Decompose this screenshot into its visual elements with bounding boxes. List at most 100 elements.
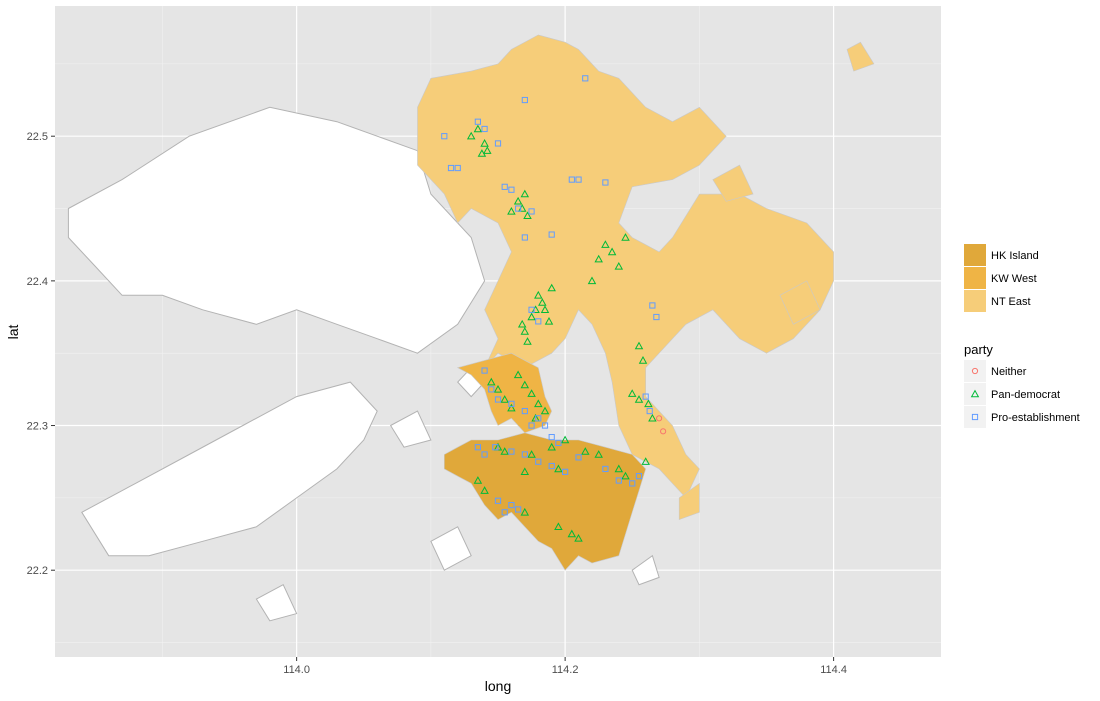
point-pro-establishment <box>501 509 508 516</box>
point-pan-democrat <box>634 341 644 350</box>
point-pan-democrat <box>493 384 503 393</box>
point-pro-establishment <box>521 407 528 415</box>
point-pro-establishment <box>555 439 562 446</box>
point-pan-democrat <box>477 149 487 157</box>
point-pro-establishment <box>508 502 515 509</box>
point-pro-establishment <box>441 133 448 140</box>
background-land-shape <box>389 410 432 448</box>
point-pro-establishment <box>508 400 515 407</box>
point-pan-democrat <box>607 247 617 256</box>
region-nt-east <box>779 280 821 325</box>
point-pro-establishment <box>535 415 542 422</box>
point-pro-establishment <box>521 451 528 458</box>
x-tick-label: 114.2 <box>552 664 579 676</box>
point-pro-establishment <box>481 125 488 133</box>
point-pan-democrat <box>500 395 509 403</box>
background-land-shape <box>430 526 472 571</box>
point-pan-democrat <box>507 206 516 215</box>
point-pan-democrat <box>567 529 577 538</box>
background-land-shape <box>67 106 486 354</box>
point-pan-democrat <box>483 146 492 154</box>
point-pan-democrat <box>638 355 648 364</box>
point-pro-establishment <box>629 480 636 487</box>
point-pan-democrat <box>560 435 570 444</box>
point-pan-democrat <box>480 138 489 147</box>
fill-legend-label: HK Island <box>991 250 1039 262</box>
region-nt-east <box>417 34 834 499</box>
point-pro-establishment <box>515 205 522 212</box>
point-pro-establishment <box>602 465 609 473</box>
region-kw-west <box>456 352 553 434</box>
y-tick-label: 22.4 <box>27 276 48 288</box>
point-pro-establishment <box>515 506 522 513</box>
party-legend-label: Pan-democrat <box>991 389 1060 401</box>
point-pan-democrat <box>540 406 550 415</box>
point-pan-democrat <box>554 522 563 530</box>
point-pan-democrat <box>513 370 523 379</box>
point-pan-democrat <box>587 276 597 285</box>
point-pro-establishment <box>528 208 535 215</box>
point-pan-democrat <box>627 389 637 397</box>
party-legend: Neither Pan-democrat Pro-establishment <box>964 360 1080 428</box>
y-tick-label: 22.2 <box>27 565 48 577</box>
point-pan-democrat <box>544 316 554 325</box>
point-pro-establishment <box>481 451 488 458</box>
point-pan-democrat <box>520 327 530 335</box>
point-pro-establishment <box>492 444 499 451</box>
point-pan-democrat <box>520 189 530 198</box>
x-axis-ticks: 114.0 114.2 114.4 <box>283 657 847 676</box>
point-pan-democrat <box>517 319 527 328</box>
point-pan-democrat <box>574 533 583 542</box>
point-pan-democrat <box>480 486 489 494</box>
point-pan-democrat <box>534 399 543 408</box>
region-hk-island <box>443 432 647 571</box>
point-pan-democrat <box>473 476 483 484</box>
point-pro-establishment <box>562 468 569 475</box>
point-pro-establishment <box>494 140 502 147</box>
fill-legend-label: NT East <box>991 296 1031 308</box>
point-pan-democrat <box>594 450 603 458</box>
y-tick-label: 22.5 <box>27 131 48 143</box>
fill-legend-key <box>964 290 986 312</box>
point-pro-establishment <box>649 302 656 309</box>
point-pro-establishment <box>528 306 535 313</box>
point-pro-establishment <box>575 454 582 461</box>
region-nt-east <box>678 482 700 521</box>
point-pro-establishment <box>615 477 622 484</box>
party-legend-key-bg <box>964 406 986 428</box>
point-pan-democrat <box>500 447 509 455</box>
point-pro-establishment <box>548 434 555 441</box>
region-nt-east <box>712 164 754 202</box>
point-pro-establishment <box>528 422 535 429</box>
point-pan-democrat <box>527 312 536 321</box>
point-pro-establishment <box>501 183 508 190</box>
point-pro-establishment <box>488 386 495 393</box>
point-pro-establishment <box>548 462 555 470</box>
y-tick-label: 22.3 <box>27 421 48 433</box>
point-pro-establishment <box>508 186 515 193</box>
point-pan-democrat <box>520 507 530 516</box>
point-pan-democrat <box>581 447 590 455</box>
party-legend-label: Neither <box>991 366 1027 378</box>
point-pan-democrat <box>547 442 556 451</box>
point-pro-establishment <box>481 367 488 374</box>
point-pro-establishment <box>454 164 461 172</box>
point-pro-establishment <box>535 318 542 325</box>
point-pro-establishment <box>494 396 502 403</box>
party-legend-title: party <box>964 342 993 357</box>
y-axis-ticks: 22.2 22.3 22.4 22.5 <box>27 131 55 577</box>
point-pan-democrat <box>520 467 530 475</box>
region-polygons <box>417 34 875 571</box>
y-axis-title: lat <box>5 325 21 340</box>
point-pan-democrat <box>520 380 530 389</box>
point-pro-establishment <box>568 176 575 183</box>
point-pan-democrat <box>601 240 610 248</box>
background-land-shape <box>255 584 298 622</box>
point-pro-establishment <box>474 444 481 451</box>
point-pan-democrat <box>547 283 556 292</box>
point-pan-democrat <box>513 196 523 205</box>
party-legend-marker <box>970 389 980 398</box>
data-points <box>441 75 667 542</box>
point-pan-democrat <box>466 131 476 140</box>
